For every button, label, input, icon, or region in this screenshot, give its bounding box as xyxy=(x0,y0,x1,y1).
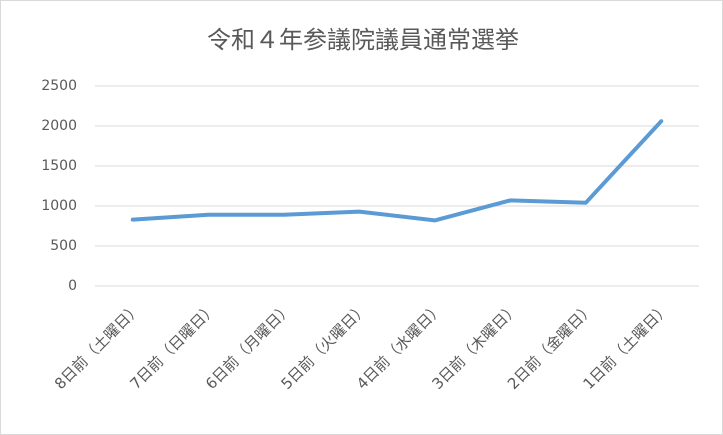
y-tick-label: 1500 xyxy=(41,158,77,174)
y-tick-label: 0 xyxy=(68,278,77,294)
data-line xyxy=(130,119,664,223)
y-tick-label: 1000 xyxy=(41,198,77,214)
y-tick-label: 500 xyxy=(50,238,77,254)
chart-title: 令和４年参議院議員通常選挙 xyxy=(207,26,519,54)
y-tick-label: 2500 xyxy=(41,78,77,94)
y-tick-label: 2000 xyxy=(41,118,77,134)
